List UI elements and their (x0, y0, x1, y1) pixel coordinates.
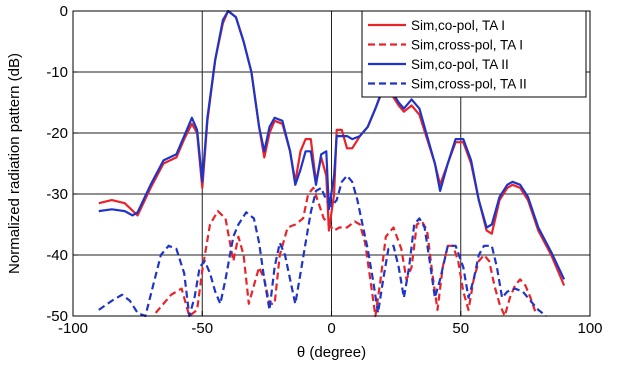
legend-label: Sim,cross-pol, TA II (411, 77, 527, 92)
x-tick-label: -50 (191, 320, 213, 337)
series-lines (98, 9, 566, 318)
series-line-2 (154, 186, 537, 318)
y-tick-label: -50 (46, 308, 68, 325)
y-tick-label: -40 (46, 247, 68, 264)
x-tick-label: 100 (577, 320, 602, 337)
x-tick-label: 0 (327, 320, 335, 337)
legend-label: Sim,cross-pol, TA I (411, 38, 523, 53)
y-tick-label: 0 (60, 3, 68, 20)
y-tick-label: -30 (46, 186, 68, 203)
legend: Sim,co-pol, TA I Sim,cross-pol, TA I Sim,c… (361, 10, 587, 98)
series-line-3 (98, 9, 566, 280)
y-tick-label: -20 (46, 125, 68, 142)
legend-label: Sim,co-pol, TA I (411, 18, 505, 33)
y-axis-label: Normalized radiation pattern (dB) (6, 53, 23, 274)
legend-label: Sim,co-pol, TA II (411, 57, 509, 72)
x-tick-label: 50 (452, 320, 469, 337)
x-axis-label: θ (degree) (297, 344, 366, 361)
y-tick-label: -10 (46, 64, 68, 81)
x-tick-label: -100 (58, 320, 88, 337)
series-line-4 (98, 174, 547, 318)
